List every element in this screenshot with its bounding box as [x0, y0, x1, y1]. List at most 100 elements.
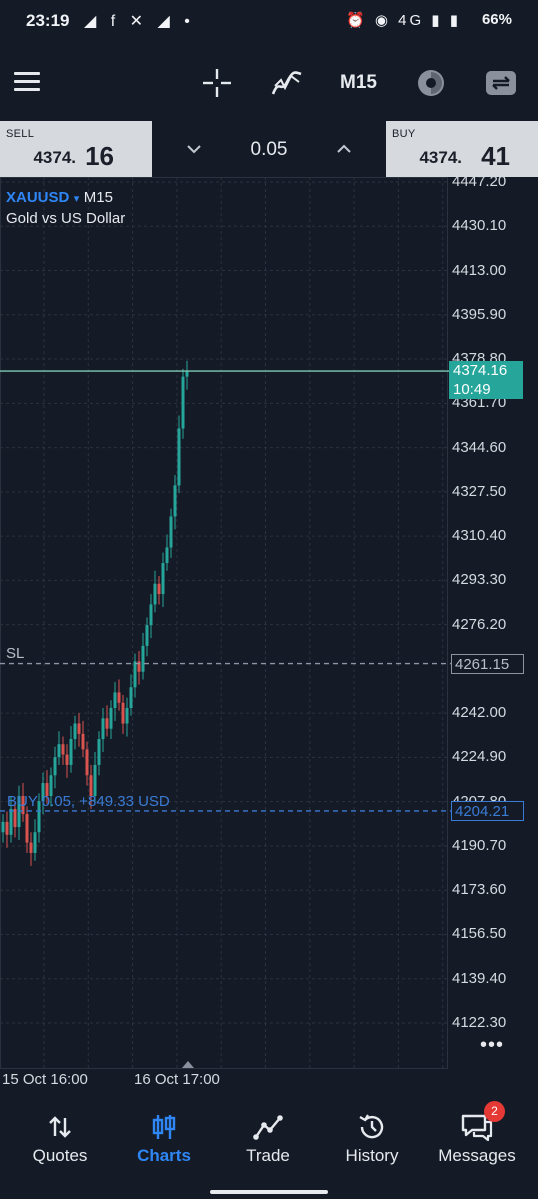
candle-body [21, 795, 25, 815]
price-tick-label: 4156.50 [452, 925, 507, 943]
candle-body [173, 485, 177, 517]
messages-icon [425, 1112, 529, 1142]
hamburger-icon[interactable] [14, 72, 40, 94]
nav-charts-label: Charts [137, 1146, 191, 1165]
history-icon [320, 1112, 424, 1142]
more-dots-icon[interactable]: ••• [480, 1034, 505, 1056]
nav-quotes[interactable]: Quotes [8, 1104, 112, 1176]
candle-body [141, 645, 145, 672]
symbol-dropdown-icon[interactable]: ▾ [73, 193, 80, 205]
buy-position-tag[interactable]: BUY 0.05, +849.33 USD [7, 793, 170, 810]
candle-body [85, 749, 89, 776]
price-tick-label: 4447.20 [452, 173, 507, 190]
nav-messages-label: Messages [438, 1146, 516, 1165]
price-tick-label: 4122.30 [452, 1014, 507, 1031]
buy-position-price-label[interactable]: 4204.21 [451, 801, 524, 821]
system-icons: ⏰ ◉ 4G ▮ ▮ [346, 12, 461, 29]
price-tick-label: 4242.00 [452, 704, 507, 722]
stop-loss-price-label[interactable]: 4261.15 [451, 654, 524, 674]
chart-timeframe: M15 [83, 189, 113, 206]
candle-body [137, 661, 141, 672]
nav-trade[interactable]: Trade [216, 1104, 320, 1176]
candle-body [33, 832, 37, 853]
status-time: 23:19 [26, 11, 70, 30]
candle-body [157, 583, 161, 595]
price-tick-label: 4173.60 [452, 881, 507, 899]
candle-body [185, 371, 189, 377]
candle-body [125, 707, 129, 724]
candle-body [113, 692, 117, 708]
candle-body [29, 842, 33, 853]
time-tick-label: 16 Oct 17:00 [134, 1071, 220, 1088]
candle-body [165, 547, 169, 564]
candle-body [45, 783, 49, 796]
candle-body [73, 723, 77, 740]
current-bar-time: 10:49 [453, 381, 491, 398]
candle-body [1, 821, 5, 833]
candle-body [9, 808, 13, 835]
stop-loss-tag[interactable]: SL [6, 645, 25, 662]
battery-level: 66% [481, 11, 512, 28]
price-tick-label: 4139.40 [452, 969, 507, 987]
price-tick-label: 4413.00 [452, 261, 507, 279]
price-tick-label: 4293.30 [452, 571, 507, 589]
candle-body [53, 757, 57, 776]
candle-body [97, 739, 101, 765]
notification-icons: ◢ f ✕ ◢ • [84, 13, 195, 30]
nav-history[interactable]: History [320, 1104, 424, 1176]
candle-body [121, 702, 125, 724]
nav-charts[interactable]: Charts [112, 1104, 216, 1176]
messages-badge: 2 [484, 1101, 505, 1122]
candle-body [105, 718, 109, 729]
symbol-description: Gold vs US Dollar [6, 210, 126, 227]
price-tick-label: 4430.10 [452, 217, 507, 235]
symbol-name[interactable]: XAUUSD [6, 189, 70, 206]
chevron-down-icon[interactable] [182, 137, 206, 161]
candle-body [169, 516, 173, 548]
chevron-up-icon[interactable] [332, 137, 356, 161]
candle-body [93, 764, 97, 796]
candle-body [41, 783, 45, 802]
indicators-icon[interactable] [270, 66, 304, 100]
objects-icon[interactable] [414, 66, 448, 100]
quotes-icon [8, 1112, 112, 1142]
candle-body [149, 604, 153, 626]
home-indicator[interactable] [210, 1190, 328, 1194]
timeframe-button[interactable]: M15 [340, 72, 377, 93]
buy-button[interactable]: BUY 4374. 41 [386, 121, 538, 177]
charts-icon [112, 1112, 216, 1142]
price-tick-label: 4310.40 [452, 527, 507, 545]
scroll-marker-icon [182, 1061, 194, 1068]
volume-value[interactable]: 0.05 [250, 139, 288, 160]
sell-price-main: 4374. [33, 148, 76, 167]
price-chart[interactable] [0, 177, 538, 1102]
nav-messages[interactable]: 2 Messages [425, 1101, 529, 1176]
bottom-navigation: Quotes Charts Trade History 2 Messages [0, 1101, 538, 1176]
price-tick-label: 4224.90 [452, 748, 507, 766]
candle-body [153, 583, 157, 605]
crosshair-icon[interactable] [200, 66, 234, 100]
candle-body [61, 744, 65, 755]
sell-label: SELL [6, 128, 35, 140]
sell-button[interactable]: SELL 4374. 16 [0, 121, 152, 177]
price-tick-label: 4190.70 [452, 836, 507, 854]
candle-body [129, 687, 133, 708]
current-price-value: 4374.16 [453, 362, 508, 379]
trade-icon[interactable] [484, 66, 518, 100]
buy-price-digits: 41 [481, 141, 510, 171]
candle-body [101, 718, 105, 740]
current-price-label: 4374.16 10:49 [449, 361, 523, 399]
candle-body [133, 661, 137, 688]
price-tick-label: 4395.90 [452, 305, 507, 323]
nav-history-label: History [345, 1146, 399, 1165]
chart-info: XAUUSD ▾ M15 Gold vs US Dollar [6, 189, 125, 227]
time-tick-label: 15 Oct 16:00 [2, 1071, 88, 1088]
candle-body [109, 707, 113, 729]
candle-body [13, 808, 17, 828]
candle-body [145, 625, 149, 646]
price-tick-label: 4344.60 [452, 438, 507, 456]
sell-price-digits: 16 [85, 141, 114, 171]
trade-chart-icon [216, 1112, 320, 1142]
candle-body [69, 739, 73, 765]
chart-toolbar: M15 [0, 52, 538, 114]
